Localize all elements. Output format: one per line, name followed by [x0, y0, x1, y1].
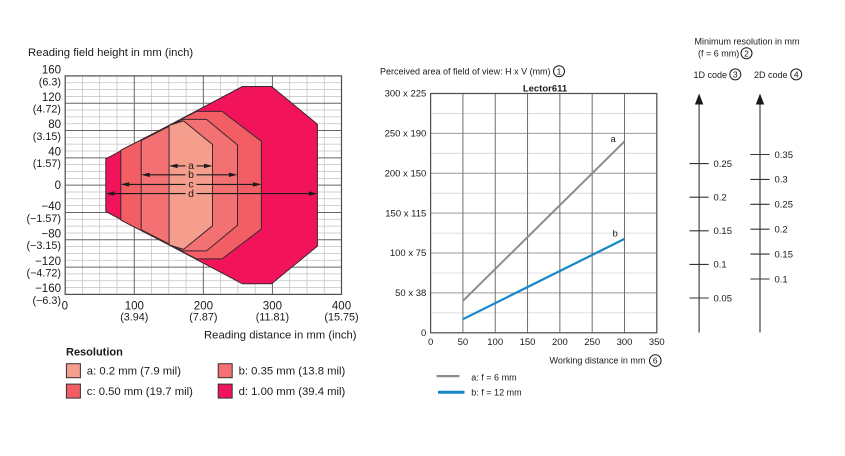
svg-text:d: 1.00 mm (39.4 mil): d: 1.00 mm (39.4 mil)	[239, 386, 346, 398]
svg-text:3: 3	[733, 70, 738, 80]
svg-text:0.3: 0.3	[775, 175, 788, 186]
svg-text:c: 0.50 mm (19.7 mil): c: 0.50 mm (19.7 mil)	[87, 386, 193, 398]
svg-text:0.05: 0.05	[714, 293, 733, 304]
svg-text:400: 400	[332, 300, 351, 312]
svg-text:Reading field height in mm (in: Reading field height in mm (inch)	[28, 47, 193, 59]
svg-text:0.25: 0.25	[714, 159, 733, 170]
svg-text:1: 1	[557, 66, 562, 76]
svg-text:b: 0.35 mm (13.8 mil): b: 0.35 mm (13.8 mil)	[239, 366, 346, 378]
svg-text:150: 150	[520, 337, 536, 348]
svg-text:0: 0	[428, 337, 433, 348]
svg-text:120: 120	[42, 92, 61, 104]
svg-text:0.1: 0.1	[775, 274, 788, 285]
svg-text:250 x 190: 250 x 190	[385, 129, 427, 140]
svg-text:−80: −80	[41, 229, 61, 241]
svg-text:50: 50	[458, 337, 469, 348]
svg-text:300: 300	[617, 337, 633, 348]
svg-text:−120: −120	[35, 256, 61, 268]
svg-text:a: a	[611, 134, 617, 145]
svg-text:(−4.72): (−4.72)	[26, 268, 61, 280]
svg-text:40: 40	[48, 147, 61, 159]
svg-text:d: d	[188, 188, 194, 200]
svg-text:0.2: 0.2	[714, 193, 727, 204]
svg-text:Minimum resolution in mm: Minimum resolution in mm	[695, 37, 800, 47]
svg-text:0: 0	[421, 328, 426, 339]
svg-text:a: 0.2 mm (7.9 mil): a: 0.2 mm (7.9 mil)	[87, 366, 181, 378]
svg-text:100: 100	[487, 337, 503, 348]
svg-text:(7.87): (7.87)	[189, 312, 217, 324]
svg-text:200: 200	[552, 337, 568, 348]
svg-text:200 x 150: 200 x 150	[385, 169, 427, 180]
svg-text:0.15: 0.15	[775, 249, 794, 260]
svg-text:100: 100	[125, 300, 144, 312]
svg-text:b: f = 12 mm: b: f = 12 mm	[471, 387, 521, 397]
svg-text:Lector611: Lector611	[523, 84, 568, 95]
svg-text:50 x 38: 50 x 38	[395, 288, 426, 299]
svg-text:1D code: 1D code	[694, 70, 728, 80]
svg-text:0: 0	[55, 180, 61, 192]
svg-text:b: b	[613, 228, 618, 239]
svg-text:b: b	[188, 169, 194, 181]
svg-text:(1.57): (1.57)	[33, 158, 61, 170]
svg-text:Reading distance in mm (inch): Reading distance in mm (inch)	[204, 330, 357, 342]
svg-text:350: 350	[649, 337, 665, 348]
svg-text:0.35: 0.35	[775, 150, 794, 161]
svg-text:(4.72): (4.72)	[33, 104, 61, 116]
svg-text:(3.15): (3.15)	[33, 131, 61, 143]
svg-text:4: 4	[794, 70, 799, 80]
svg-text:(−3.15): (−3.15)	[26, 240, 61, 252]
svg-text:250: 250	[584, 337, 600, 348]
svg-text:0.2: 0.2	[775, 225, 788, 236]
svg-text:(−6.3): (−6.3)	[32, 295, 61, 307]
svg-text:a: f = 6 mm: a: f = 6 mm	[471, 373, 516, 383]
svg-text:0.1: 0.1	[714, 260, 727, 271]
svg-text:300 x 225: 300 x 225	[385, 89, 427, 100]
svg-text:a: a	[188, 160, 194, 172]
svg-text:160: 160	[42, 65, 61, 77]
svg-text:Perceived area of field of vie: Perceived area of field of view: H x V (…	[380, 66, 551, 76]
svg-text:(15.75): (15.75)	[324, 312, 358, 324]
svg-text:0.15: 0.15	[714, 226, 733, 237]
svg-text:−160: −160	[35, 283, 61, 295]
svg-text:(−1.57): (−1.57)	[26, 213, 61, 225]
svg-text:6: 6	[653, 356, 658, 366]
svg-text:0.25: 0.25	[775, 200, 794, 211]
svg-text:(3.94): (3.94)	[120, 312, 148, 324]
svg-text:300: 300	[263, 300, 282, 312]
svg-text:−40: −40	[41, 201, 61, 213]
svg-text:80: 80	[48, 119, 61, 131]
svg-text:2: 2	[744, 48, 749, 58]
svg-text:(11.81): (11.81)	[256, 312, 289, 324]
svg-text:Resolution: Resolution	[66, 347, 123, 359]
svg-text:100 x 75: 100 x 75	[390, 248, 426, 259]
svg-text:150 x 115: 150 x 115	[385, 208, 426, 219]
svg-text:(f = 6 mm): (f = 6 mm)	[698, 49, 739, 59]
svg-text:2D code: 2D code	[754, 70, 788, 80]
svg-text:0: 0	[62, 300, 68, 312]
svg-text:(6.3): (6.3)	[39, 76, 61, 88]
svg-text:Working distance in mm: Working distance in mm	[550, 356, 646, 366]
svg-text:c: c	[188, 179, 193, 191]
svg-text:200: 200	[194, 300, 213, 312]
